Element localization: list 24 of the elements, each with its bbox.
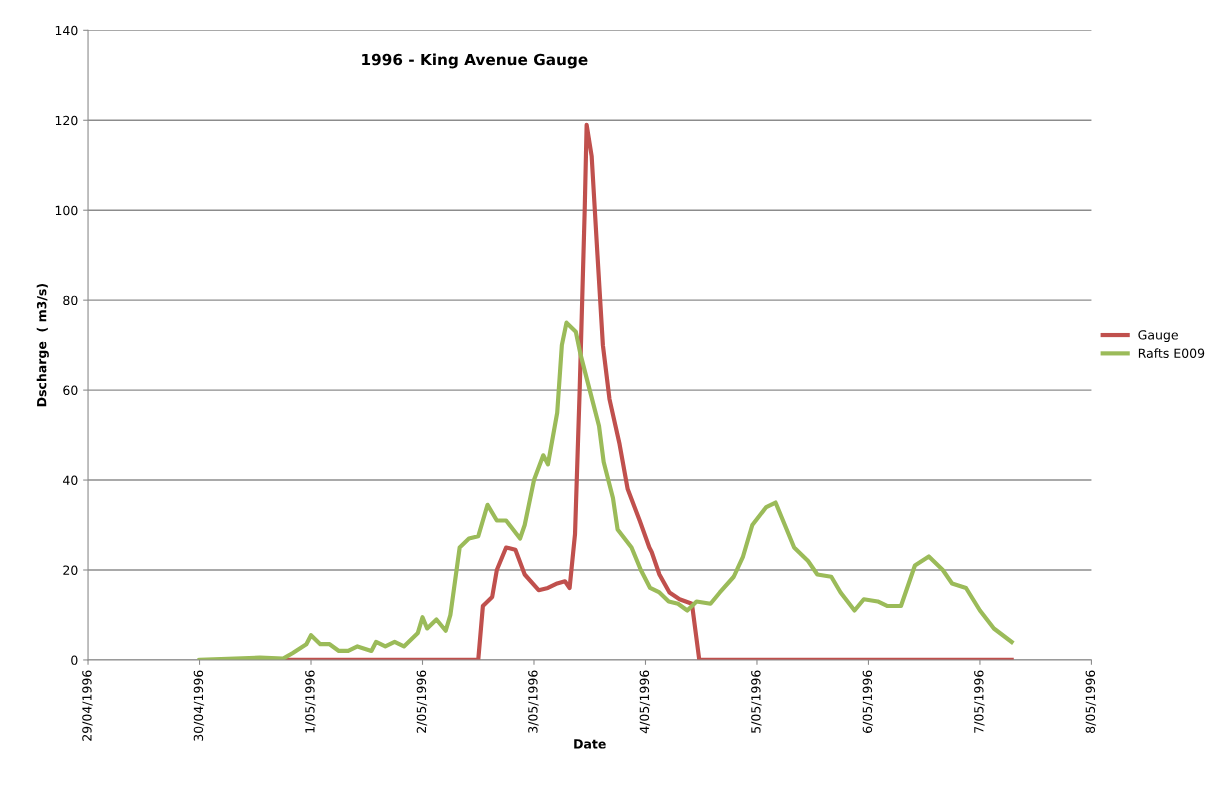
x-tick-label: 7/05/1996 [974,670,985,733]
x-tick-label: 29/04/1996 [82,670,93,741]
x-tick-label: 4/05/1996 [639,670,651,734]
y-tick-label: 80 [63,295,78,306]
y-tick-label: 20 [63,565,78,575]
x-tick-label: 3/05/1996 [528,670,539,733]
x-tick-label: 6/05/1996 [862,670,874,733]
y-tick-label: 40 [63,475,78,485]
y-tick-label: 120 [55,115,78,126]
line-series [197,320,1014,660]
y-tick-label: 100 [55,205,78,216]
text: 1996 - King Avenue Gauge [362,53,588,69]
y-tick-label: 140 [55,25,78,36]
y-tick-label: 60 [63,385,78,396]
x-tick-label: 1/05/1996 [305,670,316,733]
x-axis-title: Date [574,739,606,749]
y-tick-label: 0 [71,655,78,665]
legend-label: Rafts E009 [1138,348,1205,358]
x-tick-label: 30/04/1996 [193,670,205,741]
x-tick-label: 8/05/1996 [1085,670,1097,733]
x-tick-label: 2/05/1996 [416,670,428,733]
x-tick-label: 5/05/1996 [751,670,762,733]
legend-label: Gauge [1138,330,1178,343]
y-axis-title: Dscharge ( m3/s) [36,284,49,407]
